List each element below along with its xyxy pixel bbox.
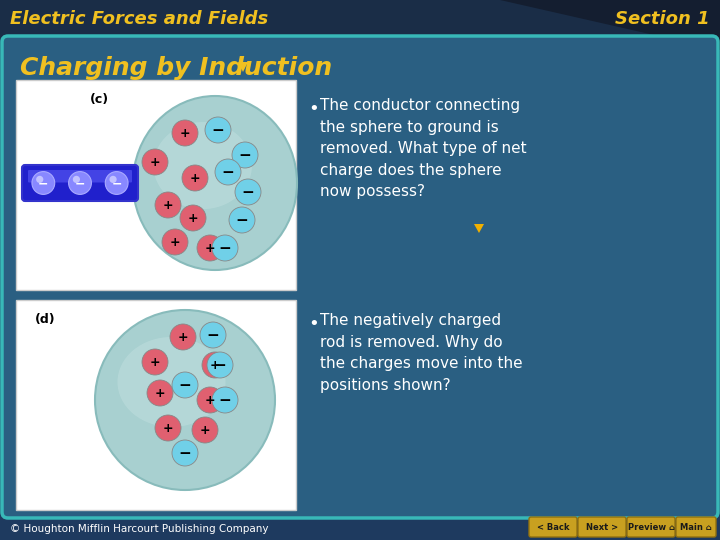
FancyBboxPatch shape — [0, 0, 720, 38]
Circle shape — [162, 229, 188, 255]
Text: −: − — [179, 378, 192, 393]
Text: −: − — [238, 148, 251, 163]
Text: −: − — [222, 165, 235, 180]
Circle shape — [32, 172, 55, 194]
Text: −: − — [212, 123, 225, 138]
Circle shape — [172, 120, 198, 146]
Circle shape — [235, 179, 261, 205]
Circle shape — [142, 349, 168, 375]
Text: Preview ⌂: Preview ⌂ — [628, 523, 675, 531]
Text: +: + — [188, 212, 198, 225]
Ellipse shape — [153, 122, 252, 209]
FancyBboxPatch shape — [2, 36, 718, 518]
FancyBboxPatch shape — [627, 517, 675, 537]
Text: −: − — [242, 185, 254, 200]
Circle shape — [68, 172, 91, 194]
FancyBboxPatch shape — [22, 165, 138, 201]
Text: (d): (d) — [35, 313, 55, 326]
Circle shape — [192, 417, 218, 443]
FancyBboxPatch shape — [28, 170, 132, 183]
Text: +: + — [163, 422, 174, 435]
Circle shape — [197, 387, 223, 413]
Text: +: + — [204, 242, 215, 255]
Circle shape — [109, 176, 117, 183]
Text: −: − — [179, 446, 192, 461]
Text: +: + — [150, 156, 161, 169]
Text: (c): (c) — [90, 93, 109, 106]
FancyBboxPatch shape — [578, 517, 626, 537]
Circle shape — [197, 235, 223, 261]
Circle shape — [142, 149, 168, 175]
Text: +: + — [204, 394, 215, 407]
Polygon shape — [500, 0, 720, 50]
Circle shape — [180, 205, 206, 231]
Text: +: + — [150, 356, 161, 369]
Circle shape — [205, 117, 231, 143]
Circle shape — [182, 165, 208, 191]
Circle shape — [172, 372, 198, 398]
Text: •: • — [308, 315, 319, 333]
Text: < Back: < Back — [536, 523, 570, 531]
Polygon shape — [474, 224, 484, 233]
FancyBboxPatch shape — [16, 300, 296, 510]
Text: Next >: Next > — [586, 523, 618, 531]
Text: −: − — [38, 177, 48, 190]
Polygon shape — [238, 62, 248, 72]
Circle shape — [73, 176, 80, 183]
FancyBboxPatch shape — [16, 80, 296, 290]
Text: The conductor connecting
the sphere to ground is
removed. What type of net
charg: The conductor connecting the sphere to g… — [320, 98, 526, 199]
Text: +: + — [170, 236, 180, 249]
FancyBboxPatch shape — [676, 517, 716, 537]
Circle shape — [155, 415, 181, 441]
Circle shape — [207, 352, 233, 378]
Text: −: − — [235, 213, 248, 228]
Circle shape — [36, 176, 43, 183]
Circle shape — [172, 440, 198, 466]
Circle shape — [215, 159, 241, 185]
Text: −: − — [207, 328, 220, 343]
Text: +: + — [189, 172, 200, 185]
Text: −: − — [112, 177, 122, 190]
Circle shape — [200, 322, 226, 348]
Text: −: − — [219, 241, 231, 256]
Text: −: − — [219, 393, 231, 408]
Circle shape — [202, 352, 228, 378]
Ellipse shape — [95, 310, 275, 490]
Circle shape — [212, 235, 238, 261]
Circle shape — [147, 380, 173, 406]
Text: The negatively charged
rod is removed. Why do
the charges move into the
position: The negatively charged rod is removed. W… — [320, 313, 523, 393]
Text: −: − — [214, 358, 226, 373]
Circle shape — [212, 387, 238, 413]
Circle shape — [170, 324, 196, 350]
FancyBboxPatch shape — [529, 517, 577, 537]
Text: Charging by Induction: Charging by Induction — [20, 56, 332, 80]
Text: +: + — [178, 331, 189, 344]
Ellipse shape — [133, 96, 297, 270]
Text: +: + — [163, 199, 174, 212]
Text: +: + — [199, 424, 210, 437]
Circle shape — [155, 192, 181, 218]
Text: −: − — [75, 177, 85, 190]
Text: •: • — [308, 100, 319, 118]
Circle shape — [229, 207, 255, 233]
Text: +: + — [180, 127, 190, 140]
Text: Main ⌂: Main ⌂ — [680, 523, 712, 531]
Text: Electric Forces and Fields: Electric Forces and Fields — [10, 10, 269, 28]
Text: Section 1: Section 1 — [616, 10, 710, 28]
Circle shape — [232, 142, 258, 168]
Text: © Houghton Mifflin Harcourt Publishing Company: © Houghton Mifflin Harcourt Publishing C… — [10, 524, 269, 534]
Circle shape — [105, 172, 128, 194]
Ellipse shape — [117, 337, 225, 427]
Text: +: + — [210, 359, 220, 372]
Text: +: + — [155, 387, 166, 400]
